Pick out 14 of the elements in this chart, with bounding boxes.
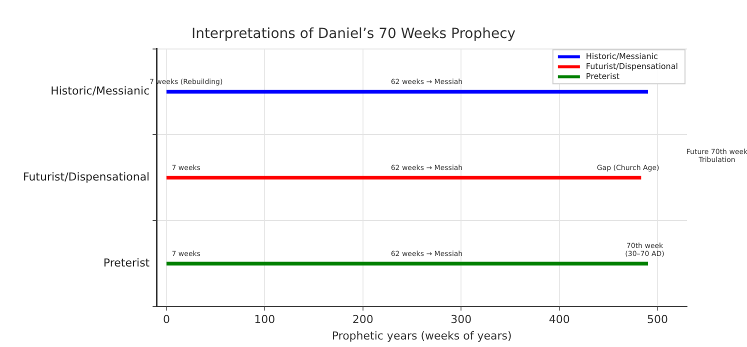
y-tick-label: Historic/Messianic (50, 84, 150, 98)
legend-label: Historic/Messianic (586, 52, 658, 61)
y-tick-label: Futurist/Dispensational (22, 170, 150, 184)
x-tick-label: 500 (647, 313, 668, 326)
chart-title: Interpretations of Daniel’s 70 Weeks Prophecy (191, 26, 516, 42)
legend-label: Futurist/Dispensational (586, 62, 678, 71)
x-axis-title: Prophetic years (weeks of years) (332, 329, 512, 342)
x-tick-label: 0 (162, 313, 170, 326)
legend-label: Preterist (586, 72, 620, 81)
y-tick-label: Preterist (103, 256, 150, 270)
x-tick-label: 200 (352, 313, 374, 326)
x-tick-label: 300 (450, 313, 472, 326)
x-tick-label: 100 (254, 313, 276, 326)
x-tick-label: 400 (548, 313, 570, 326)
